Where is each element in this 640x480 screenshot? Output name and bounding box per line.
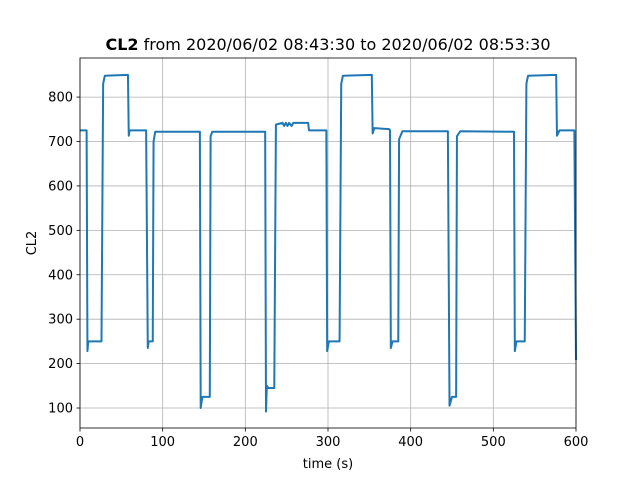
y-tick-label: 400	[48, 268, 73, 283]
y-tick-label: 800	[48, 91, 73, 106]
grid-lines	[79, 58, 577, 428]
x-tick-label: 200	[233, 435, 258, 450]
axis-ticks: 0 100 200 300 400 500 600 100 200 300 400 500 600 700…	[48, 91, 588, 450]
x-tick-label: 600	[564, 435, 589, 450]
x-tick-label: 100	[150, 435, 175, 450]
x-tick-label: 500	[481, 435, 506, 450]
x-tick-label: 400	[398, 435, 423, 450]
chart-title-rest: from 2020/06/02 08:43:30 to 2020/06/02 0…	[139, 35, 551, 54]
x-tick-label: 300	[316, 435, 341, 450]
y-tick-label: 500	[48, 224, 73, 239]
x-axis-label: time (s)	[303, 457, 353, 472]
series-line	[80, 73, 577, 413]
chart-title: CL2 from 2020/06/02 08:43:30 to 2020/06/…	[105, 35, 550, 54]
y-tick-label: 100	[48, 402, 73, 417]
y-tick-label: 200	[48, 357, 73, 372]
y-axis-label: CL2	[25, 231, 40, 256]
y-tick-label: 600	[48, 179, 73, 194]
x-tick-label: 0	[76, 435, 84, 450]
y-tick-label: 300	[48, 313, 73, 328]
y-tick-label: 700	[48, 135, 73, 150]
chart-title-bold: CL2	[105, 35, 138, 54]
series-layer	[80, 73, 577, 413]
